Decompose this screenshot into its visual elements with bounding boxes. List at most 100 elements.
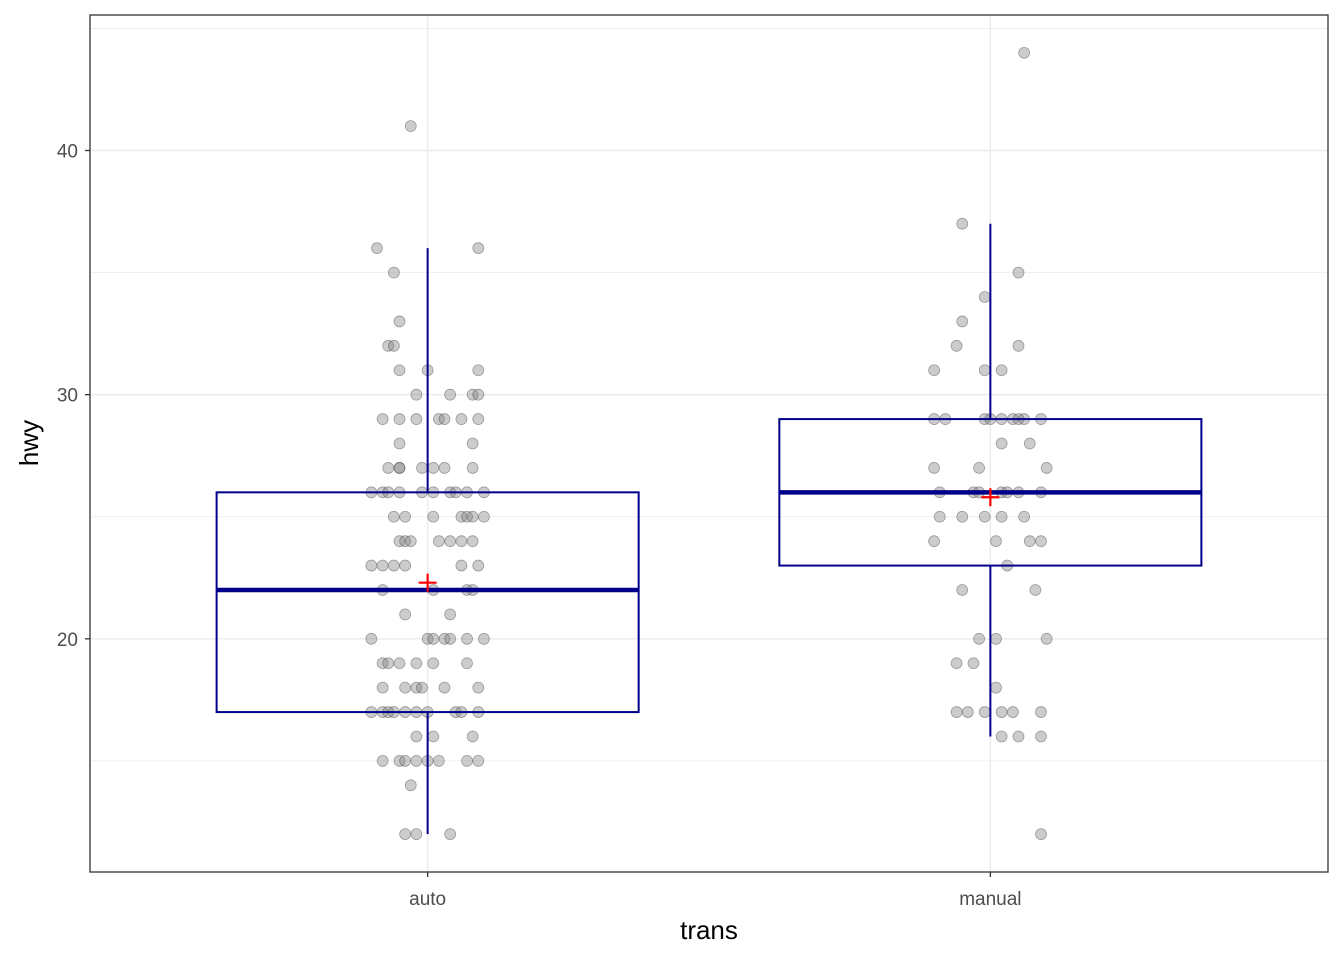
data-point [1006,706,1019,718]
data-point [444,608,457,621]
data-point [928,364,940,377]
data-point [387,339,400,352]
data-point [427,632,440,645]
data-point [376,755,389,767]
data-point [978,364,991,377]
data-point [410,681,423,694]
data-point [410,755,423,767]
data-point [956,584,969,596]
data-point [410,413,423,425]
data-point [1029,584,1042,596]
data-point [393,437,406,450]
box-auto [215,491,640,714]
data-point [416,681,428,694]
data-point [1035,828,1047,841]
data-point [393,535,406,548]
data-point [1012,339,1025,352]
data-point [466,462,479,474]
data-point [1035,706,1047,718]
data-point [1023,535,1036,548]
data-point [466,510,479,523]
data-point [371,242,383,255]
data-point [978,706,991,718]
data-point [376,657,389,670]
data-point [950,339,963,352]
data-point [376,559,389,572]
data-point [973,632,986,645]
data-point [928,462,940,474]
data-point [1035,730,1047,743]
data-point [365,632,378,645]
data-point [404,535,417,548]
data-point [466,535,479,548]
data-point [956,315,969,328]
data-point [427,462,440,474]
data-point [438,681,451,694]
data-point [393,462,406,474]
data-point [1035,535,1047,548]
data-point [1040,462,1053,474]
data-point [421,632,434,645]
data-point [399,535,412,548]
data-point [990,632,1002,645]
data-point [990,535,1002,548]
data-point [382,339,395,352]
x-axis: auto manual [409,872,1022,910]
data-point [978,291,991,303]
data-point [956,510,969,523]
data-point [432,413,445,425]
data-point [410,388,423,401]
data-point [455,510,468,523]
x-tick-label: manual [959,889,1021,910]
data-point [995,364,1008,377]
data-point [399,681,412,694]
data-point [399,608,412,621]
jitter-points [365,46,1053,841]
data-point [432,535,445,548]
data-point [387,559,400,572]
data-point [995,437,1008,450]
data-point [1023,437,1036,450]
data-point [461,755,473,767]
data-point [472,413,485,425]
data-point [472,681,485,694]
data-point [444,388,457,401]
data-point [455,535,468,548]
data-point [461,510,473,523]
data-point [438,462,451,474]
data-point [376,681,389,694]
data-point [387,266,400,279]
data-point [455,559,468,572]
data-point [461,657,473,670]
data-point [472,388,485,401]
x-tick-label: auto [409,889,446,910]
data-point [393,315,406,328]
data-point [399,828,412,841]
y-tick-label: 30 [57,386,78,407]
data-point [399,559,412,572]
data-point [399,510,412,523]
data-point [444,828,457,841]
data-point [393,657,406,670]
data-point [973,462,986,474]
data-point [393,413,406,425]
data-point [1040,632,1053,645]
data-point [444,535,457,548]
data-point [427,657,440,670]
data-point [410,730,423,743]
data-point [1018,46,1031,59]
data-point [376,413,389,425]
data-point [956,217,969,230]
y-tick-label: 20 [57,630,78,651]
data-point [990,681,1002,694]
data-point [472,559,485,572]
data-point [404,779,417,792]
data-point [967,657,980,670]
panel-border [89,14,1329,873]
data-point [1012,730,1025,743]
data-point [438,632,451,645]
data-point [382,462,395,474]
data-point [387,510,400,523]
data-point [438,413,451,425]
